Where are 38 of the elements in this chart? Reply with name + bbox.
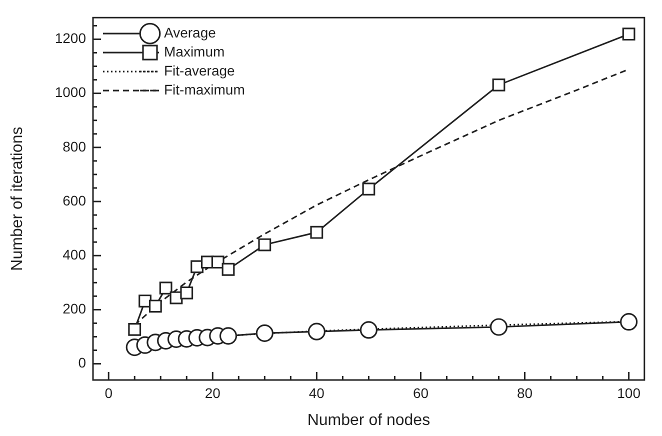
legend-label: Fit-maximum <box>164 81 245 98</box>
point <box>138 294 152 308</box>
point <box>258 238 272 252</box>
y-tick-label: 1000 <box>54 84 86 100</box>
point <box>256 324 274 342</box>
y-tick-label: 200 <box>62 300 86 317</box>
legend-label: Maximum <box>164 43 225 60</box>
x-tick-label: 80 <box>516 384 533 401</box>
y-tick-label: 600 <box>62 192 86 208</box>
y-tick-label: 800 <box>62 138 86 154</box>
point <box>211 256 224 269</box>
point <box>180 286 194 300</box>
point <box>222 262 235 276</box>
x-tick-label: 40 <box>308 384 325 401</box>
x-tick-label: 20 <box>204 384 221 401</box>
y-tick-label: 400 <box>62 246 86 262</box>
x-tick-label: 60 <box>412 384 429 401</box>
y-tick-label: 0 <box>78 354 86 371</box>
legend-label: Fit-average <box>164 62 236 78</box>
x-tick-label: 0 <box>104 384 113 401</box>
point <box>308 322 326 340</box>
point <box>362 182 376 196</box>
point <box>492 78 506 92</box>
point <box>490 318 508 336</box>
point <box>190 260 204 274</box>
x-tick-label: 100 <box>617 384 641 401</box>
x-axis-title: Number of nodes <box>307 412 430 429</box>
point <box>159 282 172 295</box>
point <box>148 300 162 313</box>
point <box>360 321 378 339</box>
point <box>622 28 636 41</box>
y-axis-title: Number of iterations <box>9 126 26 271</box>
point <box>620 313 638 331</box>
point <box>128 322 142 336</box>
y-tick-label: 1200 <box>54 30 86 46</box>
point <box>219 327 238 345</box>
point <box>310 226 324 239</box>
legend-label: Average <box>164 24 216 40</box>
